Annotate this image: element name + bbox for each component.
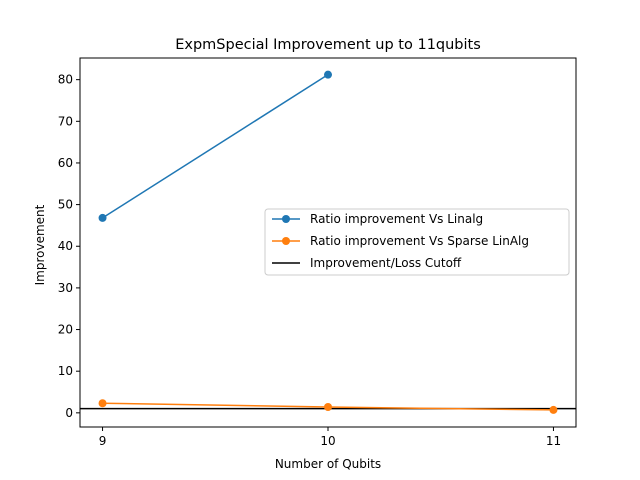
series-2-point-1 xyxy=(98,399,107,408)
y-tick-label-6: 50 xyxy=(58,198,73,212)
legend-swatch-marker-1 xyxy=(282,215,290,223)
series-1-point-2 xyxy=(324,70,332,79)
chart-title: ExpmSpecial Improvement up to 11qubits xyxy=(175,37,481,53)
y-axis-label: Improvement xyxy=(33,204,47,285)
legend: Ratio improvement Vs Linalg Ratio improve… xyxy=(264,208,570,276)
y-tick-label-7: 60 xyxy=(58,156,73,170)
series-2-point-3 xyxy=(549,405,558,414)
plot-area: 9 10 11 0 10 20 30 40 50 60 70 80 xyxy=(58,57,577,448)
series-1-point-1 xyxy=(98,213,107,222)
y-tick-label-8: 70 xyxy=(58,114,73,128)
y-tick-label-4: 30 xyxy=(58,281,73,295)
legend-entry-2: Ratio improvement Vs Sparse LinAlg xyxy=(310,234,529,248)
y-tick-label-2: 10 xyxy=(58,364,73,378)
y-tick-label-9: 80 xyxy=(58,73,73,87)
series-line-1 xyxy=(102,74,329,219)
y-tick-label-3: 20 xyxy=(58,323,73,337)
y-tick-label-5: 40 xyxy=(58,239,73,253)
x-axis-label: Number of Qubits xyxy=(275,457,381,471)
y-tick-label-1: 0 xyxy=(65,406,73,420)
x-tick-label-1: 9 xyxy=(99,434,107,448)
legend-entry-3: Improvement/Loss Cutoff xyxy=(310,256,462,270)
legend-swatch-marker-2 xyxy=(282,237,290,245)
x-tick-label-2: 10 xyxy=(320,434,335,448)
legend-entry-1: Ratio improvement Vs Linalg xyxy=(310,212,483,226)
x-tick-label-3: 11 xyxy=(546,434,561,448)
series-2-point-2 xyxy=(324,403,332,412)
legend-box xyxy=(264,208,570,276)
